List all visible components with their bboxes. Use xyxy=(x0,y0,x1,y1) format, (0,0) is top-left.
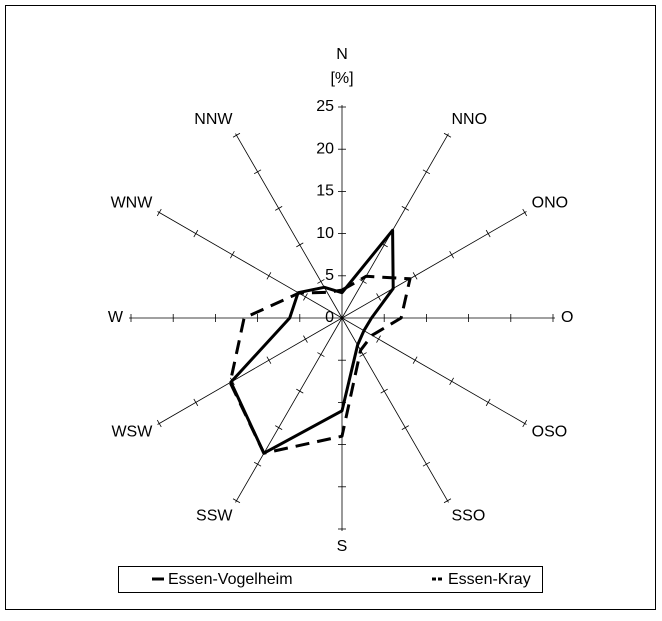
chart-border xyxy=(5,5,656,610)
tick-mark xyxy=(296,388,304,394)
legend-box xyxy=(118,566,543,593)
category-label: NNW xyxy=(194,111,233,128)
tick-mark xyxy=(156,419,162,428)
tick-mark xyxy=(266,272,272,280)
tick-mark xyxy=(275,206,283,211)
tick-mark xyxy=(376,293,381,301)
spoke xyxy=(341,133,449,319)
tick-mark xyxy=(359,352,367,357)
r-tick-label: 20 xyxy=(316,140,334,157)
tick-mark xyxy=(522,419,528,428)
tick-mark xyxy=(253,169,262,175)
series-line xyxy=(228,274,412,455)
tick-mark xyxy=(317,279,325,284)
r-tick-label: 10 xyxy=(316,225,334,242)
category-label: WNW xyxy=(111,195,154,212)
r-tick-label: 15 xyxy=(316,183,334,200)
tick-mark xyxy=(296,242,304,248)
category-label: WSW xyxy=(111,424,153,441)
r-tick-label: 5 xyxy=(325,267,334,284)
category-label: SSW xyxy=(196,508,233,525)
tick-mark xyxy=(422,169,431,175)
tick-mark xyxy=(232,132,241,138)
spoke xyxy=(157,317,343,425)
category-label: OSO xyxy=(532,424,568,441)
spoke xyxy=(235,317,343,503)
tick-mark xyxy=(359,279,367,284)
tick-mark xyxy=(449,251,454,259)
tick-mark xyxy=(412,272,418,280)
tick-mark xyxy=(485,229,491,238)
tick-mark xyxy=(253,461,262,467)
category-label: ONO xyxy=(532,195,568,212)
tick-mark xyxy=(443,132,452,138)
tick-mark xyxy=(266,356,272,364)
tick-mark xyxy=(303,293,308,301)
tick-mark xyxy=(422,461,431,467)
tick-mark xyxy=(449,377,454,385)
category-label: O xyxy=(561,309,573,326)
r-tick-label: 0 xyxy=(325,309,334,326)
tick-mark xyxy=(522,208,528,217)
spoke xyxy=(341,211,527,319)
tick-mark xyxy=(412,356,418,364)
category-label: NNO xyxy=(452,111,488,128)
tick-mark xyxy=(401,425,409,430)
category-label: S xyxy=(337,538,348,555)
legend-label: Essen-Vogelheim xyxy=(168,571,293,588)
tick-mark xyxy=(376,335,381,343)
tick-mark xyxy=(380,388,388,394)
tick-mark xyxy=(193,229,199,238)
tick-mark xyxy=(230,251,235,259)
unit-label: [%] xyxy=(330,70,353,87)
spoke xyxy=(341,317,449,503)
tick-mark xyxy=(193,398,199,407)
tick-mark xyxy=(485,398,491,407)
category-label: N xyxy=(336,46,348,63)
tick-mark xyxy=(303,335,308,343)
spoke xyxy=(157,211,343,319)
tick-mark xyxy=(317,352,325,357)
r-tick-label: 25 xyxy=(316,98,334,115)
category-label: W xyxy=(108,309,124,326)
tick-mark xyxy=(401,206,409,211)
tick-mark xyxy=(443,498,452,504)
tick-mark xyxy=(275,425,283,430)
legend-label: Essen-Kray xyxy=(448,571,531,588)
category-label: SSO xyxy=(452,508,486,525)
tick-mark xyxy=(232,498,241,504)
tick-mark xyxy=(156,208,162,217)
